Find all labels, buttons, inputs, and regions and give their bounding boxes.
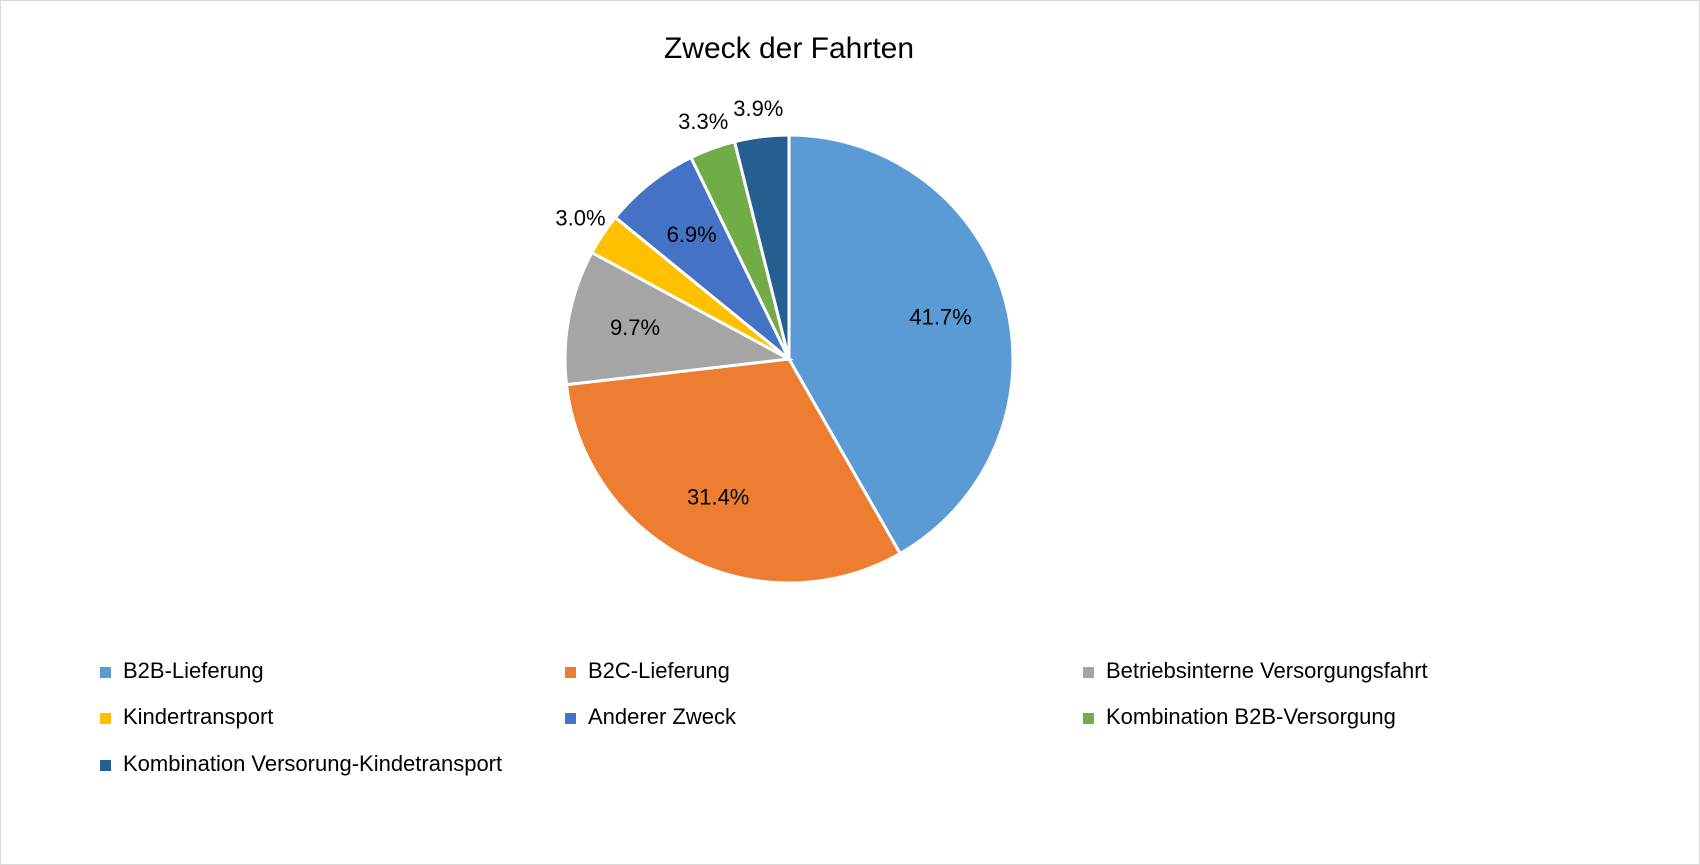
legend-swatch: [1083, 713, 1094, 724]
data-label: 3.3%: [678, 109, 728, 134]
data-label: 6.9%: [667, 222, 717, 247]
pie-slice: [787, 133, 1015, 556]
legend-label: Betriebsinterne Versorgungsfahrt: [1106, 658, 1428, 683]
legend-label: Kombination B2B-Versorgung: [1106, 704, 1396, 729]
legend-swatch: [100, 667, 111, 678]
legend-label: B2B-Lieferung: [123, 658, 264, 683]
legend-label: Kindertransport: [123, 704, 273, 729]
data-label: 31.4%: [687, 485, 749, 510]
data-label: 41.7%: [909, 305, 971, 330]
legend-label: B2C-Lieferung: [588, 658, 730, 683]
legend-label: Anderer Zweck: [588, 704, 737, 729]
legend-swatch: [100, 713, 111, 724]
data-label: 3.9%: [733, 96, 783, 121]
data-label: 9.7%: [610, 315, 660, 340]
pie-slice: [564, 357, 903, 585]
pie-slice: [563, 250, 794, 387]
legend-swatch: [565, 713, 576, 724]
legend-swatch: [100, 760, 111, 771]
legend-swatch: [565, 667, 576, 678]
data-label: 3.0%: [555, 205, 605, 230]
chart-title: Zweck der Fahrten: [664, 32, 914, 65]
legend-swatch: [1083, 667, 1094, 678]
pie-slice: [732, 133, 791, 360]
legend-label: Kombination Versorung-Kindetransport: [123, 751, 502, 776]
